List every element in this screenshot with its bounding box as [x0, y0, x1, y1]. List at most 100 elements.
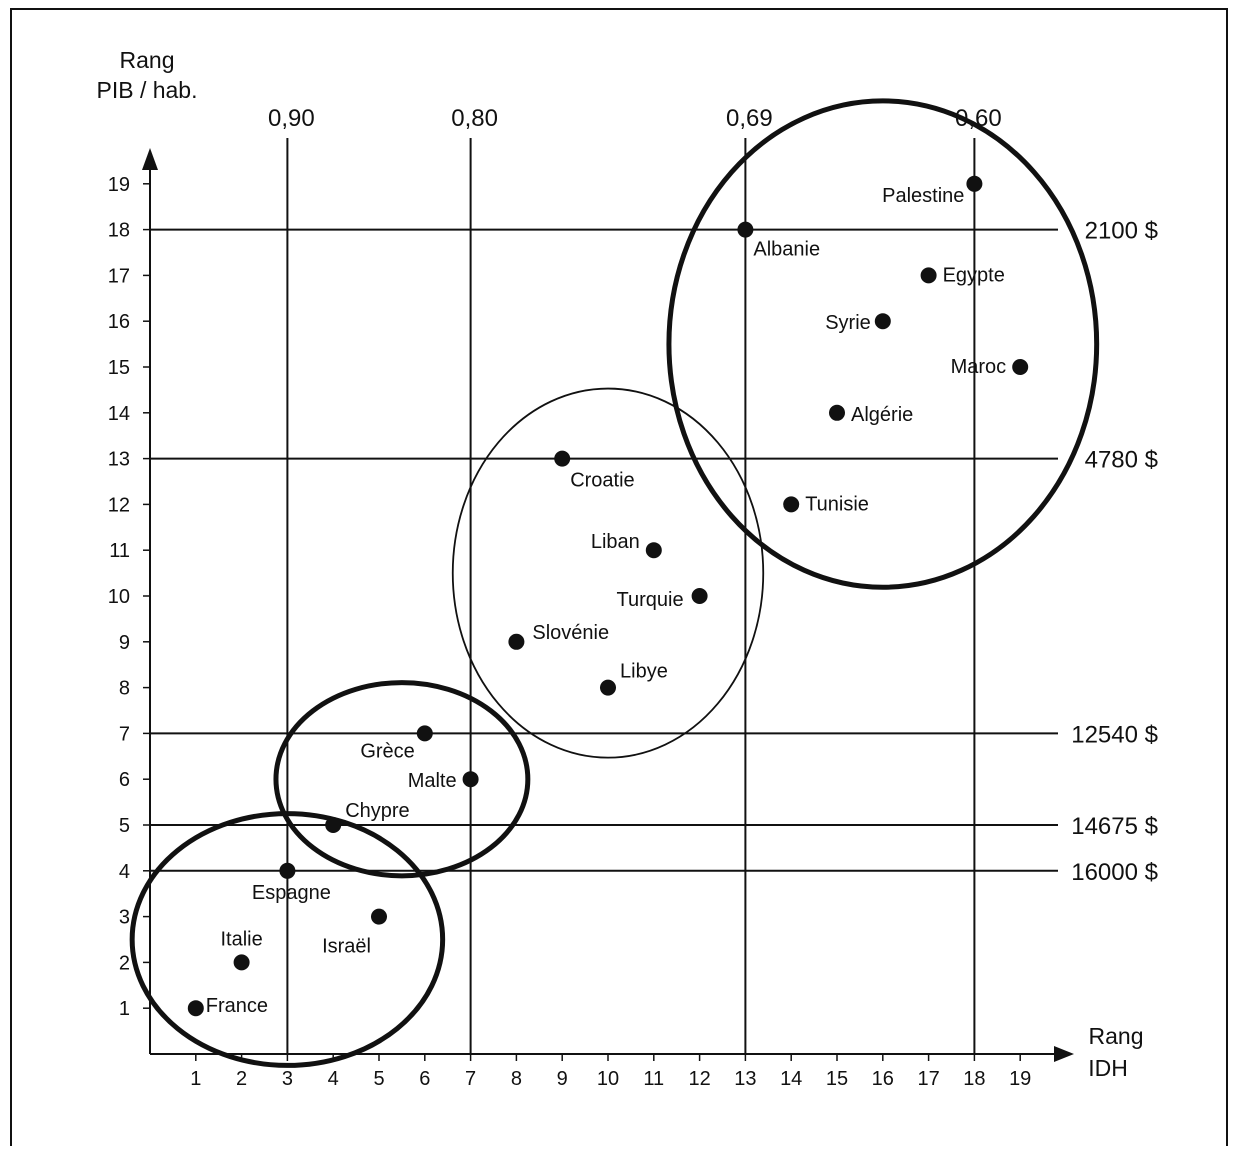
point-italie [233, 954, 250, 971]
point-label-liban: Liban [591, 531, 640, 553]
x-tick-label-13: 13 [734, 1068, 756, 1090]
figure-frame [10, 8, 1228, 1146]
income-threshold-label-1: 4780 $ [1085, 447, 1158, 474]
axes: Rang PIB / hab. Rang IDH [96, 47, 1143, 1081]
point-label-libye: Libye [620, 661, 668, 683]
x-tick-label-3: 3 [282, 1068, 293, 1090]
y-axis-title-line2: PIB / hab. [96, 77, 197, 103]
y-axis-arrow [142, 148, 158, 170]
point-label-france: France [206, 995, 268, 1017]
x-tick-label-7: 7 [465, 1068, 476, 1090]
idh-threshold-label-2: 0,69 [726, 105, 773, 132]
x-tick-label-10: 10 [597, 1068, 619, 1090]
x-tick-label-5: 5 [373, 1068, 384, 1090]
point-espagne [279, 862, 296, 879]
x-tick-label-16: 16 [872, 1068, 894, 1090]
y-tick-label-2: 2 [119, 952, 130, 974]
x-axis-title-line2: IDH [1088, 1055, 1128, 1081]
point-label-albanie: Albanie [753, 239, 820, 261]
point-libye [600, 679, 616, 696]
point-liban [645, 542, 662, 559]
y-tick-label-7: 7 [119, 723, 130, 745]
point-slov-nie [508, 633, 525, 650]
x-tick-label-18: 18 [963, 1068, 985, 1090]
y-tick-label-3: 3 [119, 907, 130, 929]
income-threshold-label-2: 12540 $ [1071, 721, 1158, 748]
y-tick-label-1: 1 [119, 998, 130, 1020]
point-syrie [874, 313, 891, 330]
x-tick-label-2: 2 [236, 1068, 247, 1090]
axis-ticks: 1 2 3 4 5 6 7 8 9 10 11 12 13 14 15 16 17 18 1912345678910… [108, 174, 1032, 1090]
y-tick-label-12: 12 [108, 494, 130, 516]
income-threshold-label-4: 16000 $ [1071, 859, 1158, 886]
point-isra-l [371, 908, 387, 925]
y-tick-label-14: 14 [108, 403, 130, 425]
point-chypre [325, 817, 342, 833]
y-tick-label-8: 8 [119, 678, 130, 700]
point-label-maroc: Maroc [951, 356, 1007, 378]
x-tick-label-12: 12 [688, 1068, 710, 1090]
x-tick-label-15: 15 [826, 1068, 848, 1090]
group-ellipse-3 [666, 98, 1100, 590]
y-tick-label-18: 18 [108, 220, 130, 242]
x-axis-title-line1: Rang [1089, 1023, 1144, 1049]
x-tick-label-14: 14 [780, 1068, 802, 1090]
x-tick-label-8: 8 [511, 1068, 522, 1090]
x-tick-label-11: 11 [643, 1068, 664, 1090]
point-palestine [966, 175, 983, 192]
point-tunisie [783, 496, 800, 513]
point-label-malte: Malte [408, 770, 457, 792]
y-tick-label-13: 13 [108, 449, 130, 471]
point-label-espagne: Espagne [252, 882, 331, 904]
idh-threshold-label-0: 0,90 [268, 105, 315, 132]
point-albanie [737, 221, 754, 238]
point-label-tunisie: Tunisie [805, 493, 869, 515]
point-malte [462, 771, 479, 788]
y-tick-label-19: 19 [108, 174, 130, 196]
threshold-lines: 2100 $ 4780 $ 12540 $ 14675 $ 16000 $ 0,90 0,8… [150, 105, 1158, 1054]
point-label-egypte: Egypte [943, 264, 1005, 286]
x-tick-label-1: 1 [190, 1068, 201, 1090]
data-points: France Italie Espagne Israël Chypre Grèce Malt… [187, 175, 1029, 1017]
y-tick-label-11: 11 [109, 540, 130, 562]
point-maroc [1012, 359, 1029, 375]
point-turquie [691, 588, 708, 604]
y-axis-title-line1: Rang [120, 47, 175, 73]
x-tick-label-19: 19 [1009, 1068, 1031, 1090]
y-tick-label-10: 10 [108, 586, 130, 608]
point-gr-ce [416, 725, 433, 742]
income-threshold-label-0: 2100 $ [1085, 218, 1158, 245]
x-tick-label-9: 9 [557, 1068, 568, 1090]
point-alg-rie [829, 404, 845, 421]
group-ellipse-1 [273, 680, 531, 879]
point-label-isra-l: Israël [322, 936, 371, 958]
point-egypte [920, 267, 937, 284]
point-label-gr-ce: Grèce [360, 740, 414, 762]
income-threshold-label-3: 14675 $ [1071, 813, 1158, 840]
y-tick-label-5: 5 [119, 815, 130, 837]
y-tick-label-15: 15 [108, 357, 130, 379]
y-tick-label-6: 6 [119, 769, 130, 791]
point-croatie [554, 450, 571, 467]
y-tick-label-16: 16 [108, 311, 130, 333]
point-label-chypre: Chypre [345, 800, 409, 822]
point-label-syrie: Syrie [825, 312, 871, 334]
point-label-slov-nie: Slovénie [532, 622, 609, 644]
y-tick-label-9: 9 [119, 632, 130, 654]
point-label-croatie: Croatie [570, 470, 634, 492]
x-tick-label-4: 4 [328, 1068, 339, 1090]
point-label-italie: Italie [220, 928, 262, 950]
y-tick-label-17: 17 [108, 265, 130, 287]
group-ellipse-2 [451, 387, 765, 759]
point-label-alg-rie: Algérie [851, 404, 913, 426]
point-label-palestine: Palestine [882, 185, 964, 207]
y-tick-label-4: 4 [119, 861, 130, 883]
group-ellipses [129, 98, 1100, 1068]
group-ellipse-0 [129, 811, 446, 1068]
idh-threshold-label-1: 0,80 [451, 105, 498, 132]
x-tick-label-17: 17 [917, 1068, 939, 1090]
x-axis-arrow [1054, 1046, 1074, 1062]
point-france [187, 1000, 204, 1017]
point-label-turquie: Turquie [617, 589, 684, 611]
